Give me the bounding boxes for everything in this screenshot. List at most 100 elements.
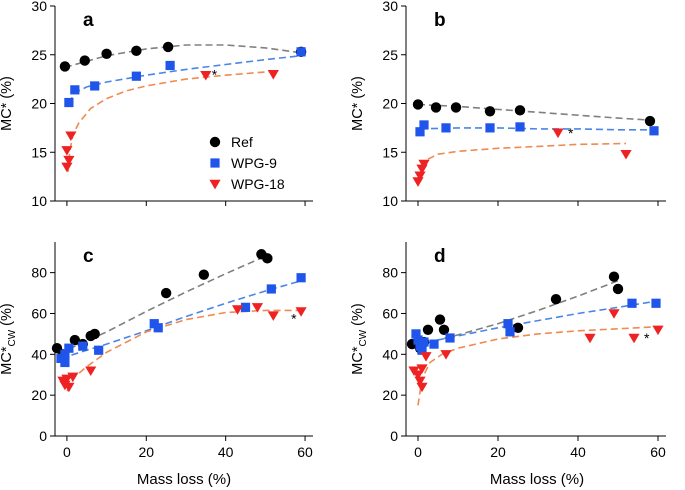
y-tick-label: 10 xyxy=(31,193,47,209)
x-tick-label: 40 xyxy=(570,444,586,460)
data-point-ref xyxy=(612,283,624,295)
data-point-wpg-9 xyxy=(64,97,74,108)
data-point-ref xyxy=(484,106,496,117)
y-tick-label: 20 xyxy=(382,387,398,403)
panel-letter: a xyxy=(83,10,94,31)
data-point-wpg-9 xyxy=(411,329,421,339)
legend-marker-wpg-9 xyxy=(210,158,220,168)
data-point-ref xyxy=(430,102,442,113)
data-point-ref xyxy=(608,271,620,282)
data-point-ref xyxy=(450,102,462,113)
data-point-wpg-18 xyxy=(608,309,620,319)
data-point-wpg-18 xyxy=(267,70,279,80)
x-axis-label-right: Mass loss (%) xyxy=(490,471,584,488)
data-point-wpg-18 xyxy=(61,146,73,156)
y-axis-label-main: MC* xyxy=(350,346,366,375)
data-point-wpg-18 xyxy=(416,364,428,374)
fit-curve-ref xyxy=(64,44,302,69)
data-point-ref xyxy=(422,324,434,336)
asterisk-annotation: * xyxy=(568,125,574,141)
panel-a: 10 15 20 25 30 MC* (%) a * Ref WPG-9 WPG-18 xyxy=(0,0,313,209)
data-point-ref xyxy=(514,105,526,116)
data-point-wpg-18 xyxy=(61,162,73,173)
data-point-wpg-9 xyxy=(515,122,525,132)
x-tick-label: 20 xyxy=(490,444,506,460)
x-tick-label: 40 xyxy=(218,444,234,460)
data-point-ref xyxy=(262,253,273,264)
data-point-ref xyxy=(89,328,100,340)
data-point-wpg-9 xyxy=(503,319,513,329)
y-tick-label: 80 xyxy=(31,265,47,281)
data-point-wpg-18 xyxy=(63,155,75,166)
series-wpg-18 xyxy=(61,70,279,173)
data-point-wpg-9 xyxy=(90,81,100,91)
panel-d: 0 20 40 60 80 0 20 40 60 MC*CW (%) d * xyxy=(350,242,666,460)
y-tick-label: 10 xyxy=(382,193,398,209)
data-point-wpg-18 xyxy=(231,305,244,315)
data-point-wpg-9 xyxy=(445,333,455,343)
data-point-wpg-9 xyxy=(505,327,515,337)
x-axis-label-left: Mass loss (%) xyxy=(137,471,231,488)
panel-letter: d xyxy=(434,246,446,267)
data-point-wpg-18 xyxy=(418,159,430,170)
data-point-wpg-9 xyxy=(165,60,175,71)
x-tick-label: 20 xyxy=(139,444,155,460)
y-axis-label-unit: (%) xyxy=(350,303,366,330)
data-point-wpg-9 xyxy=(415,127,425,137)
data-point-wpg-18 xyxy=(412,370,424,381)
legend-marker-ref xyxy=(209,136,221,148)
data-point-ref xyxy=(512,322,524,333)
data-point-wpg-18 xyxy=(414,171,426,181)
y-tick-label: 30 xyxy=(31,0,47,14)
data-point-wpg-18 xyxy=(61,374,73,385)
y-tick-label: 0 xyxy=(39,428,47,444)
data-point-wpg-9 xyxy=(94,345,104,355)
y-axis-label: MC* (%) xyxy=(0,76,15,131)
data-point-wpg-18 xyxy=(67,372,79,383)
data-point-ref xyxy=(438,324,450,336)
data-point-wpg-18 xyxy=(267,311,279,321)
x-tick-label: 60 xyxy=(297,444,313,460)
data-point-ref xyxy=(79,55,90,66)
data-point-wpg-9 xyxy=(429,339,439,349)
y-axis-label-subscript: CW xyxy=(358,329,369,346)
data-point-wpg-18 xyxy=(552,128,564,139)
panel-b: 10 15 20 25 30 MC* (%) b * xyxy=(350,0,666,209)
data-point-wpg-9 xyxy=(266,284,276,294)
data-point-wpg-9 xyxy=(419,120,429,130)
legend-label-wpg-9: WPG-9 xyxy=(231,155,277,171)
y-tick-label: 40 xyxy=(382,346,398,362)
fit-curve-wpg-18 xyxy=(67,70,274,172)
data-point-ref xyxy=(550,293,562,305)
data-point-wpg-18 xyxy=(63,382,75,393)
data-point-ref xyxy=(434,314,446,325)
data-point-ref xyxy=(198,269,210,280)
data-point-wpg-9 xyxy=(296,47,306,57)
series-ref xyxy=(51,249,273,360)
fit-curve-wpg-18 xyxy=(66,309,302,392)
data-point-wpg-18 xyxy=(620,150,632,160)
asterisk-annotation: * xyxy=(291,311,297,327)
data-point-wpg-18 xyxy=(420,352,432,362)
data-point-ref xyxy=(162,41,174,53)
fit-curve-ref xyxy=(417,103,651,121)
data-point-wpg-9 xyxy=(240,302,251,312)
series-wpg-9 xyxy=(64,47,306,108)
y-axis-label-main: MC* xyxy=(0,346,15,375)
y-axis-label-subscript: CW xyxy=(7,329,18,346)
data-point-wpg-18 xyxy=(584,333,596,344)
fit-curve-wpg-9 xyxy=(60,280,302,360)
y-axis-label: MC*CW (%) xyxy=(0,303,18,374)
data-point-ref xyxy=(131,45,142,57)
data-point-wpg-18 xyxy=(251,303,264,313)
data-point-wpg-18 xyxy=(440,350,452,360)
fit-curve-wpg-18 xyxy=(417,325,659,406)
data-point-wpg-18 xyxy=(65,131,77,141)
y-axis-label-main: MC* (%) xyxy=(350,76,366,131)
y-tick-label: 40 xyxy=(31,346,47,362)
data-point-ref xyxy=(160,287,172,299)
series-ref xyxy=(59,41,307,72)
series-wpg-9 xyxy=(56,273,306,368)
data-point-wpg-9 xyxy=(651,298,661,308)
